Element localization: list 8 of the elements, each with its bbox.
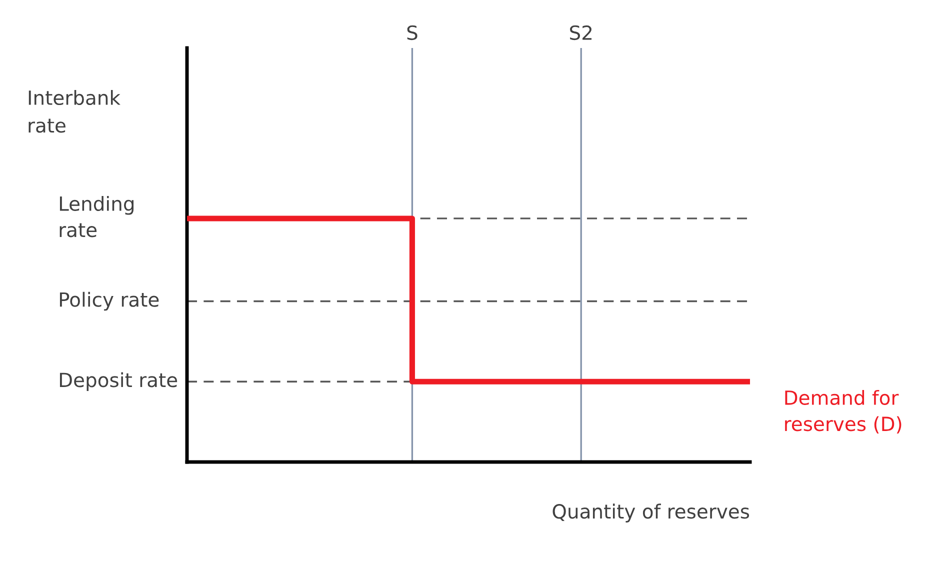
series-label: Demand for reserves (D): [785, 390, 902, 434]
text: Interbank rate: [28, 90, 120, 133]
ref-line-label: Deposit rate: [60, 372, 178, 392]
x-axis-title: Quantity of reserves: [552, 504, 750, 522]
ref-line-label: Policy rate: [60, 292, 159, 311]
x-tick-label: S2: [570, 25, 592, 40]
ref-line-label: Lending rate: [60, 196, 134, 238]
x-tick-label: S: [407, 25, 418, 40]
